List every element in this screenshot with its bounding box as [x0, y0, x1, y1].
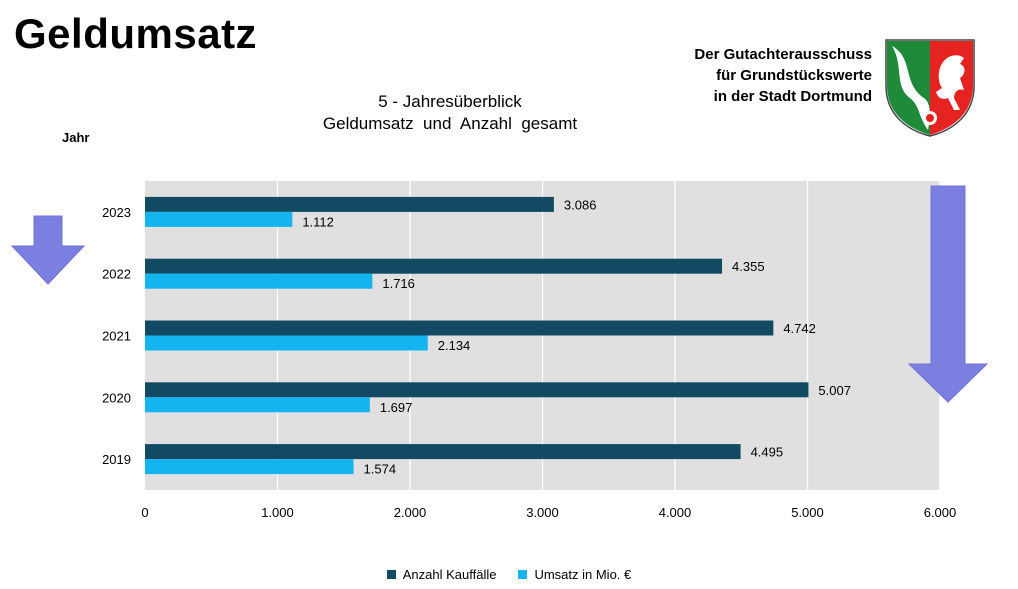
data-label: 4.742	[783, 321, 816, 336]
org-line-1: Der Gutachterausschuss	[694, 46, 872, 63]
legend-label-umsatz: Umsatz in Mio. €	[534, 567, 632, 582]
x-tick-label: 6.000	[924, 505, 957, 520]
x-tick-label: 5.000	[791, 505, 824, 520]
x-tick-label: 2.000	[394, 505, 427, 520]
down-arrow-left-icon	[10, 215, 86, 285]
org-line-2: für Grundstückswerte	[716, 67, 872, 84]
x-tick-label: 3.000	[526, 505, 559, 520]
bar-umsatz	[145, 273, 373, 289]
legend-label-anzahl: Anzahl Kauffälle	[402, 567, 497, 582]
legend-swatch-dark	[386, 570, 396, 579]
data-label: 3.086	[564, 197, 597, 212]
bar-umsatz	[145, 335, 428, 351]
chart-title: 5 - Jahresüberblick Geldumsatz und Anzah…	[250, 91, 650, 135]
data-label: 1.697	[380, 400, 413, 415]
y-tick-label: 2019	[102, 452, 131, 467]
page-title: Geldumsatz	[14, 10, 258, 57]
data-label: 2.134	[438, 338, 471, 353]
data-label: 1.716	[382, 276, 415, 291]
bar-umsatz	[145, 397, 370, 413]
legend-item-anzahl: Anzahl Kauffälle	[386, 567, 497, 582]
data-label: 4.355	[732, 259, 765, 274]
organization-name: Der Gutachterausschuss für Grundstückswe…	[690, 44, 872, 107]
down-arrow-right-icon	[907, 185, 989, 403]
x-tick-label: 1.000	[261, 505, 294, 520]
bar-umsatz	[145, 211, 293, 227]
chart-legend: Anzahl Kauffälle Umsatz in Mio. €	[0, 567, 1018, 582]
y-tick-label: 2022	[102, 267, 131, 282]
y-tick-label: 2023	[102, 205, 131, 220]
legend-swatch-light	[518, 570, 528, 579]
chart-title-line-2: Geldumsatz und Anzahl gesamt	[322, 114, 578, 133]
bar-anzahl-kauffaelle	[145, 258, 723, 274]
bar-anzahl-kauffaelle	[145, 320, 774, 336]
bar-anzahl-kauffaelle	[145, 382, 809, 398]
data-label: 1.112	[302, 214, 334, 229]
y-tick-label: 2021	[102, 329, 131, 344]
data-label: 1.574	[364, 462, 397, 477]
nrw-coat-of-arms-logo	[885, 39, 975, 137]
legend-item-umsatz: Umsatz in Mio. €	[518, 567, 631, 582]
bar-anzahl-kauffaelle	[145, 196, 554, 212]
data-label: 5.007	[818, 383, 851, 398]
y-tick-label: 2020	[102, 390, 131, 405]
x-tick-label: 4.000	[659, 505, 692, 520]
org-line-3: in der Stadt Dortmund	[713, 88, 872, 105]
data-label: 4.495	[751, 445, 784, 460]
bar-umsatz	[145, 459, 354, 475]
chart-title-line-1: 5 - Jahresüberblick	[378, 92, 522, 111]
x-tick-label: 0	[141, 505, 148, 520]
y-axis-title: Jahr	[62, 130, 90, 145]
bar-anzahl-kauffaelle	[145, 444, 741, 460]
